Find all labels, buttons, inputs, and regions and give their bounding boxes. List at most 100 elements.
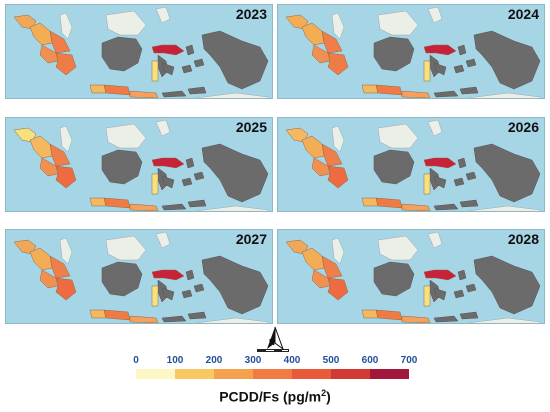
- neighbor-land: [427, 6, 443, 24]
- no-data-region: [193, 171, 205, 181]
- province-region: [151, 173, 159, 195]
- province-region: [39, 269, 59, 289]
- no-data-region: [457, 44, 467, 56]
- province-region: [13, 127, 37, 143]
- no-data-region: [201, 30, 269, 90]
- province-region: [423, 269, 457, 281]
- neighbor-land: [105, 123, 147, 149]
- province-region: [311, 157, 331, 177]
- province-region: [423, 157, 457, 169]
- province-region: [55, 52, 77, 76]
- province-region: [49, 255, 71, 279]
- neighbor-land: [377, 10, 419, 36]
- province-region: [13, 14, 37, 30]
- no-data-region: [465, 58, 477, 68]
- province-region: [375, 309, 403, 321]
- province-region: [401, 90, 431, 98]
- no-data-region: [101, 149, 143, 185]
- no-data-region: [201, 255, 269, 315]
- no-data-region: [101, 36, 143, 72]
- province-region: [321, 255, 343, 279]
- province-region: [423, 60, 431, 82]
- legend-unit-label: PCDD/Fs (pg/m2): [219, 388, 331, 405]
- legend-swatch: [292, 369, 331, 379]
- no-data-region: [373, 36, 415, 72]
- neighbor-land: [105, 235, 147, 261]
- neighbor-land: [155, 231, 171, 249]
- province-region: [49, 30, 71, 54]
- no-data-region: [459, 199, 479, 208]
- province-region: [129, 315, 159, 323]
- legend-tick-label: 0: [133, 355, 139, 366]
- province-region: [55, 165, 77, 189]
- province-region: [29, 22, 53, 46]
- legend-tick-label: 700: [400, 355, 418, 366]
- province-region: [361, 84, 379, 94]
- neighbor-land: [427, 231, 443, 249]
- province-region: [423, 285, 431, 307]
- neighbor-land: [467, 92, 541, 98]
- province-region: [49, 143, 71, 167]
- neighbor-land: [195, 205, 269, 211]
- no-data-region: [193, 58, 205, 68]
- year-label: 2026: [507, 119, 539, 135]
- province-region: [401, 203, 431, 211]
- year-label: 2023: [235, 6, 267, 22]
- no-data-region: [433, 203, 459, 211]
- no-data-region: [473, 143, 541, 203]
- north-arrow-icon: [267, 326, 285, 351]
- neighbor-land: [331, 12, 345, 40]
- map-panel-2028: 2028: [277, 229, 545, 324]
- province-region: [401, 315, 431, 323]
- no-data-region: [453, 177, 465, 187]
- neighbor-land: [331, 125, 345, 153]
- province-region: [29, 135, 53, 159]
- north-label: N: [269, 338, 275, 347]
- year-label: 2028: [507, 231, 539, 247]
- indonesia-map: [285, 231, 541, 323]
- no-data-region: [459, 86, 479, 95]
- province-region: [151, 44, 185, 56]
- province-region: [301, 22, 325, 46]
- province-region: [151, 269, 185, 281]
- province-region: [301, 135, 325, 159]
- no-data-region: [453, 64, 465, 74]
- neighbor-land: [331, 237, 345, 265]
- province-region: [375, 197, 403, 209]
- indonesia-map: [13, 119, 269, 211]
- no-data-region: [181, 289, 193, 299]
- no-data-region: [373, 149, 415, 185]
- indonesia-map: [285, 6, 541, 98]
- no-data-region: [473, 30, 541, 90]
- neighbor-land: [467, 205, 541, 211]
- neighbor-land: [195, 317, 269, 323]
- province-region: [39, 44, 59, 64]
- no-data-region: [433, 315, 459, 323]
- no-data-region: [185, 157, 195, 169]
- indonesia-map: [13, 6, 269, 98]
- map-panel-2026: 2026: [277, 117, 545, 212]
- neighbor-land: [59, 12, 73, 40]
- indonesia-map: [13, 231, 269, 323]
- no-data-region: [433, 62, 447, 76]
- no-data-region: [185, 44, 195, 56]
- no-data-region: [201, 143, 269, 203]
- legend-swatch: [253, 369, 292, 379]
- no-data-region: [181, 64, 193, 74]
- province-region: [103, 309, 131, 321]
- province-region: [89, 309, 107, 319]
- province-region: [89, 84, 107, 94]
- province-region: [285, 14, 309, 30]
- no-data-region: [473, 255, 541, 315]
- no-data-region: [187, 199, 207, 208]
- province-region: [375, 84, 403, 96]
- no-data-region: [181, 177, 193, 187]
- legend-tick-label: 300: [244, 355, 262, 366]
- map-panel-2023: 2023: [5, 4, 273, 99]
- neighbor-land: [377, 123, 419, 149]
- province-region: [151, 157, 185, 169]
- province-region: [285, 239, 309, 255]
- no-data-region: [433, 90, 459, 98]
- legend-swatch: [370, 369, 409, 379]
- color-legend: [136, 369, 409, 379]
